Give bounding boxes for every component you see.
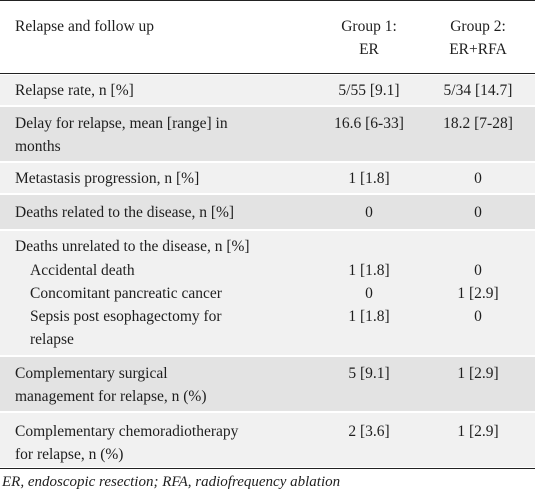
subrow-group2-value: 0 <box>474 262 482 279</box>
row-group1-value: 0 <box>365 204 373 221</box>
header-group2-line2: ER+RFA <box>449 41 507 58</box>
table-row: Delay for relapse, mean [range] in month… <box>0 107 535 161</box>
row-group2-value: 0 <box>474 170 482 187</box>
subrow-label: Accidental death <box>30 262 135 279</box>
row-label-line1: Delay for relapse, mean [range] in <box>15 115 228 132</box>
bottom-rule <box>0 468 535 469</box>
table-header: Relapse and follow up Group 1: ER Group … <box>0 1 535 73</box>
row-group2-value: 0 <box>474 204 482 221</box>
row-label: Deaths related to the disease, n [%] <box>15 204 235 221</box>
row-group1-value: 1 [1.8] <box>348 170 390 187</box>
header-rule <box>0 73 535 74</box>
header-group1-line2: ER <box>359 41 379 58</box>
subrow-label-line2: relapse <box>30 331 74 348</box>
subrow-group1-value: 1 [1.8] <box>348 308 390 325</box>
row-group2-value: 18.2 [7-28] <box>443 115 513 132</box>
row-label-line1: Complementary chemoradiotherapy <box>15 423 239 440</box>
subrow-group1-value: 1 [1.8] <box>348 262 390 279</box>
subrow-group1-value: 0 <box>365 285 373 302</box>
row-label-line2: months <box>15 138 61 155</box>
row-label-line2: for relapse, n (%) <box>15 446 124 463</box>
row-label-line2: management for relapse, n (%) <box>15 388 207 405</box>
row-group1-value: 5/55 [9.1] <box>338 82 400 99</box>
row-label-line1: Complementary surgical <box>15 365 168 382</box>
row-group2-value: 5/34 [14.7] <box>443 82 513 99</box>
row-group1-value: 2 [3.6] <box>348 423 390 440</box>
header-group2-line1: Group 2: <box>450 18 506 35</box>
table-row: Complementary surgical management for re… <box>0 357 535 411</box>
header-group1-line1: Group 1: <box>341 18 397 35</box>
subrow-group2-value: 0 <box>474 308 482 325</box>
subrow-group2-value: 1 [2.9] <box>457 285 499 302</box>
row-group1-value: 5 [9.1] <box>348 365 390 382</box>
row-label: Relapse rate, n [%] <box>15 82 134 99</box>
row-label: Deaths unrelated to the disease, n [%] <box>15 238 250 255</box>
table-row: Deaths related to the disease, n [%] 0 0 <box>0 195 535 229</box>
subrow-label: Concomitant pancreatic cancer <box>30 285 222 302</box>
row-group2-value: 1 [2.9] <box>457 423 499 440</box>
table-row: Metastasis progression, n [%] 1 [1.8] 0 <box>0 163 535 193</box>
header-col-label: Relapse and follow up <box>15 18 155 35</box>
row-label: Metastasis progression, n [%] <box>15 170 200 187</box>
relapse-table: Relapse and follow up Group 1: ER Group … <box>0 0 535 469</box>
row-group1-value: 16.6 [6-33] <box>334 115 404 132</box>
table-row: Complementary chemoradiotherapy for rela… <box>0 413 535 467</box>
table-row: Relapse rate, n [%] 5/55 [9.1] 5/34 [14.… <box>0 75 535 105</box>
table-row: Deaths unrelated to the disease, n [%] A… <box>0 231 535 355</box>
row-group2-value: 1 [2.9] <box>457 365 499 382</box>
subrow-label-line1: Sepsis post esophagectomy for <box>30 308 222 325</box>
table-footnote: ER, endoscopic resection; RFA, radiofreq… <box>2 474 341 490</box>
